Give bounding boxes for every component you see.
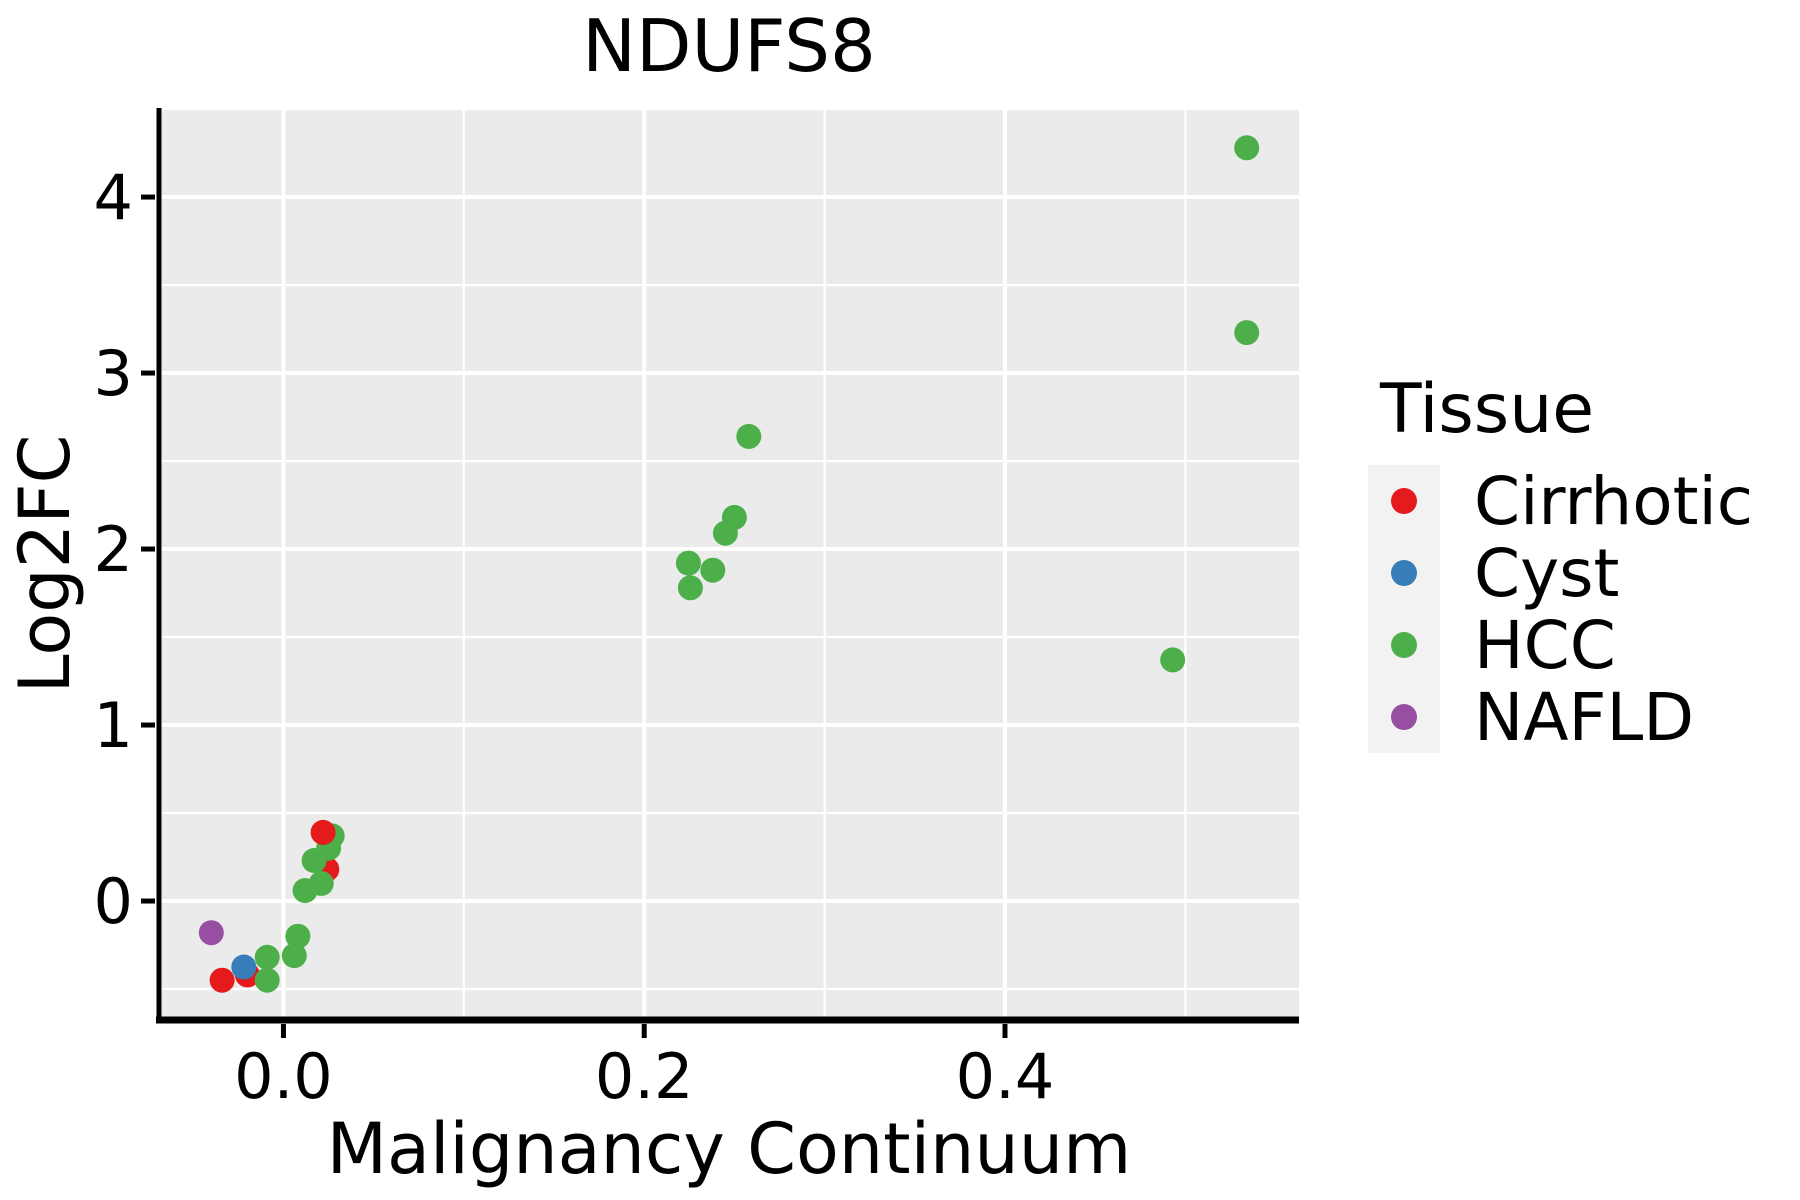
point-hcc [1234, 135, 1260, 161]
x-tick-label: 0.0 [234, 1040, 333, 1113]
point-hcc [721, 504, 747, 530]
point-hcc [254, 967, 280, 993]
x-tick-label: 0.4 [956, 1040, 1055, 1113]
axis-spines [156, 108, 1299, 1024]
point-hcc [254, 944, 280, 970]
panel-background [159, 108, 1299, 1020]
gridlines-minor [159, 107, 1299, 1020]
legend-dot-hcc [1391, 632, 1417, 658]
point-hcc [285, 923, 311, 949]
point-hcc [700, 557, 726, 583]
legend-item-cyst: Cyst [1368, 534, 1753, 612]
y-tick-labels: 0 1 2 3 4 [94, 161, 133, 938]
y-tick-label: 1 [94, 689, 133, 762]
y-tick-label: 2 [94, 513, 133, 586]
point-hcc [677, 575, 703, 601]
point-cirrhotic [310, 819, 336, 845]
legend-item-hcc: HCC [1368, 606, 1753, 684]
point-hcc [1234, 320, 1260, 346]
legend-key [1368, 609, 1440, 681]
legend-label-cyst: Cyst [1474, 534, 1620, 612]
legend-dot-cyst [1391, 560, 1417, 586]
legend-item-nafld: NAFLD [1368, 678, 1753, 756]
x-tick-label: 0.2 [595, 1040, 694, 1113]
point-hcc [308, 870, 334, 896]
point-hcc [281, 943, 307, 969]
y-tick-label: 0 [94, 865, 133, 938]
x-tick-labels: 0.0 0.2 0.4 [234, 1040, 1054, 1113]
y-tick-label: 4 [94, 161, 133, 234]
point-hcc [736, 423, 762, 449]
point-nafld [198, 920, 224, 946]
y-axis-title: Log2FC [4, 434, 86, 694]
legend-item-cirrhotic: Cirrhotic [1368, 462, 1754, 540]
legend-label-hcc: HCC [1474, 606, 1616, 684]
legend-dot-cirrhotic [1391, 488, 1417, 514]
point-cyst [231, 954, 257, 980]
point-hcc [1160, 647, 1186, 673]
x-axis-title: Malignancy Continuum [326, 1108, 1132, 1190]
legend: Tissue Cirrhotic Cyst HCC NAFLD [1368, 370, 1754, 756]
data-points [198, 135, 1260, 993]
legend-dot-nafld [1391, 704, 1417, 730]
axis-ticks [141, 194, 1008, 1038]
y-tick-label: 3 [94, 337, 133, 410]
point-cirrhotic [209, 967, 235, 993]
legend-key [1368, 537, 1440, 609]
legend-key [1368, 465, 1440, 537]
point-hcc [675, 550, 701, 576]
legend-label-nafld: NAFLD [1474, 678, 1695, 756]
legend-title: Tissue [1380, 370, 1595, 449]
legend-label-cirrhotic: Cirrhotic [1474, 462, 1754, 540]
legend-key [1368, 681, 1440, 753]
gridlines-major [159, 108, 1299, 1020]
chart-title: NDUFS8 [582, 4, 876, 88]
